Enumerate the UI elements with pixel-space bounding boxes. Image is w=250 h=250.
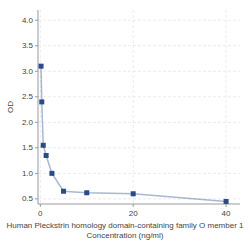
y-tick <box>35 147 38 148</box>
grid <box>38 10 240 204</box>
y-tick <box>35 173 38 174</box>
y-axis-label: OD <box>6 101 15 113</box>
chart: 0.5 1.0 1.5 2.0 2.5 3.0 3.5 4.0 0 20 40 OD Human Ple… <box>0 0 250 250</box>
x-axis-line <box>38 204 240 205</box>
marker <box>44 153 49 158</box>
grid-line <box>133 10 134 204</box>
grid-line <box>38 122 240 123</box>
marker <box>39 64 44 69</box>
x-tick <box>226 204 227 207</box>
y-tick-label: 0.5 <box>22 194 34 203</box>
grid-line <box>226 10 227 204</box>
y-tick-label: 3.5 <box>22 41 34 50</box>
grid-line <box>38 96 240 97</box>
marker <box>41 143 46 148</box>
marker <box>84 190 89 195</box>
x-tick-label: 40 <box>222 209 231 218</box>
line <box>41 66 226 201</box>
y-tick-label: 3.0 <box>22 67 34 76</box>
y-tick <box>35 122 38 123</box>
y-tick <box>35 45 38 46</box>
marker <box>61 189 66 194</box>
marker <box>224 199 229 204</box>
marker <box>39 99 44 104</box>
grid-line <box>38 20 240 21</box>
grid-line <box>38 198 240 199</box>
y-tick-label: 2.5 <box>22 92 34 101</box>
grid-line <box>40 10 41 204</box>
y-tick-label: 2.0 <box>22 118 34 127</box>
y-tick <box>35 71 38 72</box>
grid-line <box>38 173 240 174</box>
y-axis-line <box>38 10 39 204</box>
marker <box>131 191 136 196</box>
x-tick <box>133 204 134 207</box>
y-tick-label: 4.0 <box>22 16 34 25</box>
y-tick-label: 1.0 <box>22 169 34 178</box>
y-tick <box>35 20 38 21</box>
y-tick-label: 1.5 <box>22 143 34 152</box>
x-tick <box>40 204 41 207</box>
marker <box>49 171 54 176</box>
grid-line <box>38 71 240 72</box>
grid-line <box>38 147 240 148</box>
data <box>39 64 229 204</box>
grid-line <box>38 45 240 46</box>
x-tick-label: 0 <box>38 209 43 218</box>
x-tick-label: 20 <box>129 209 138 218</box>
x-axis-label: Human Pleckstrin homology domain-contain… <box>7 221 245 240</box>
y-tick <box>35 198 38 199</box>
y-tick <box>35 96 38 97</box>
